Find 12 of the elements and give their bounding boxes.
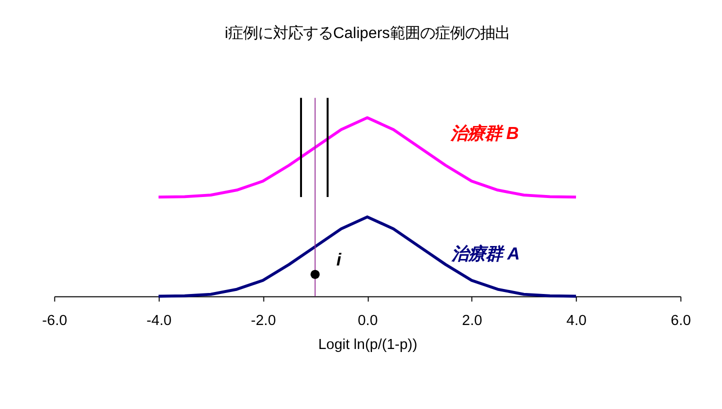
series-label: 治療群 A: [450, 244, 520, 264]
chart-title: i症例に対応するCalipers範囲の症例の抽出: [224, 24, 510, 42]
x-tick-label: -4.0: [146, 312, 172, 329]
series-label: i: [336, 250, 342, 270]
x-tick-label: -2.0: [250, 312, 276, 329]
x-tick-label: 6.0: [670, 312, 691, 329]
x-tick-label: 0.0: [358, 312, 378, 329]
series-label: 治療群 B: [449, 123, 519, 144]
x-tick-label: 4.0: [566, 312, 587, 329]
x-tick-label: 2.0: [462, 312, 482, 329]
x-axis-title: Logit ln(p/(1-p)): [318, 337, 418, 353]
x-tick-label: -6.0: [42, 312, 68, 329]
